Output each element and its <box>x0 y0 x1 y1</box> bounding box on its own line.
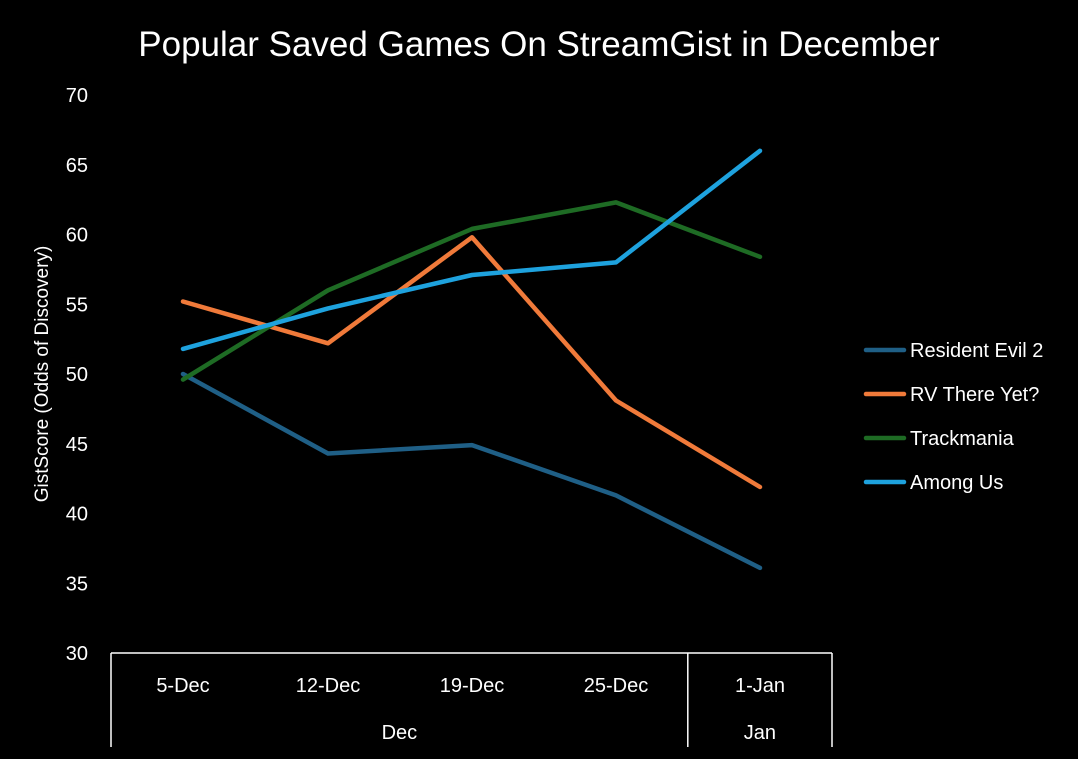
y-tick-label: 70 <box>66 85 88 107</box>
y-tick-label: 50 <box>66 364 88 386</box>
x-tick-label: 1-Jan <box>735 675 785 697</box>
y-tick-label: 30 <box>66 643 88 665</box>
series-line-resident-evil-2 <box>180 371 763 571</box>
legend-label: Among Us <box>910 472 1003 494</box>
x-tick-label: 12-Dec <box>296 675 360 697</box>
x-axis: 5-Dec 12-Dec 19-Dec 25-Dec 1-Jan Dec Jan <box>110 652 833 747</box>
x-group-label: Jan <box>744 722 776 744</box>
y-tick-label: 40 <box>66 504 88 526</box>
series-lines <box>180 148 763 571</box>
series-line-among-us <box>180 148 763 352</box>
y-tick-label: 65 <box>66 155 88 177</box>
y-tick-label: 55 <box>66 294 88 316</box>
legend-label: RV There Yet? <box>910 384 1039 406</box>
y-tick-label: 35 <box>66 573 88 595</box>
x-tick-label: 25-Dec <box>584 675 648 697</box>
legend-label: Trackmania <box>910 428 1015 450</box>
y-axis-title: GistScore (Odds of Discovery) <box>32 246 53 503</box>
legend-label: Resident Evil 2 <box>910 340 1043 362</box>
x-tick-label: 19-Dec <box>440 675 504 697</box>
series-line-trackmania <box>180 200 763 382</box>
x-tick-label: 5-Dec <box>156 675 209 697</box>
y-tick-label: 45 <box>66 434 88 456</box>
legend: Resident Evil 2 RV There Yet? Trackmania Am… <box>863 340 1043 494</box>
x-group-label: Dec <box>382 722 418 744</box>
y-axis-ticks: 30 35 40 45 50 55 60 65 70 <box>66 85 88 665</box>
series-line-rv-there-yet <box>180 235 763 490</box>
y-tick-label: 60 <box>66 225 88 247</box>
chart-title: Popular Saved Games On StreamGist in Dec… <box>138 25 940 64</box>
